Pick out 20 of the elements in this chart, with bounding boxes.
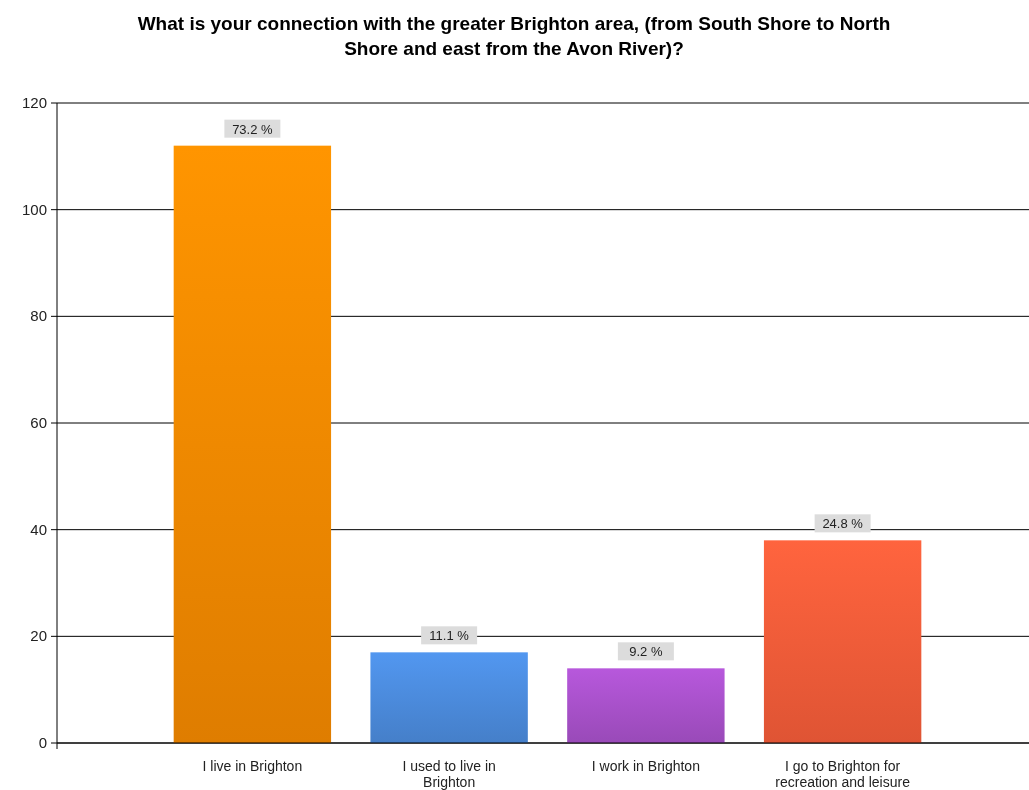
bar	[370, 652, 528, 743]
y-tick-label: 80	[30, 307, 47, 325]
y-tick-label: 0	[38, 734, 47, 751]
y-tick-label: 40	[30, 520, 47, 538]
bar	[173, 145, 332, 743]
bar	[763, 540, 922, 743]
annotation: 9.2 %	[629, 644, 663, 660]
x-tick-label: I go to Brighton for recreation and leisure	[775, 758, 911, 790]
chart-title: What is your connection with the greater Brighton area, (from South Shore to North Shore and east from the Avon River)?	[137, 13, 891, 59]
x-tick-label: I used to live in Brighton	[402, 758, 496, 790]
y-tick-label: 20	[30, 627, 47, 645]
y-tick-label: 120	[21, 94, 47, 111]
y-tick-label: 100	[21, 200, 47, 218]
annotation: 73.2 %	[232, 121, 274, 137]
annotation: 24.8 %	[822, 516, 864, 532]
y-tick-label: 60	[30, 414, 47, 431]
x-tick-label: I work in Brighton	[591, 758, 700, 774]
x-tick-label: I live in Brighton	[202, 758, 303, 774]
annotation: 11.1 %	[429, 628, 470, 644]
bar	[567, 668, 725, 743]
